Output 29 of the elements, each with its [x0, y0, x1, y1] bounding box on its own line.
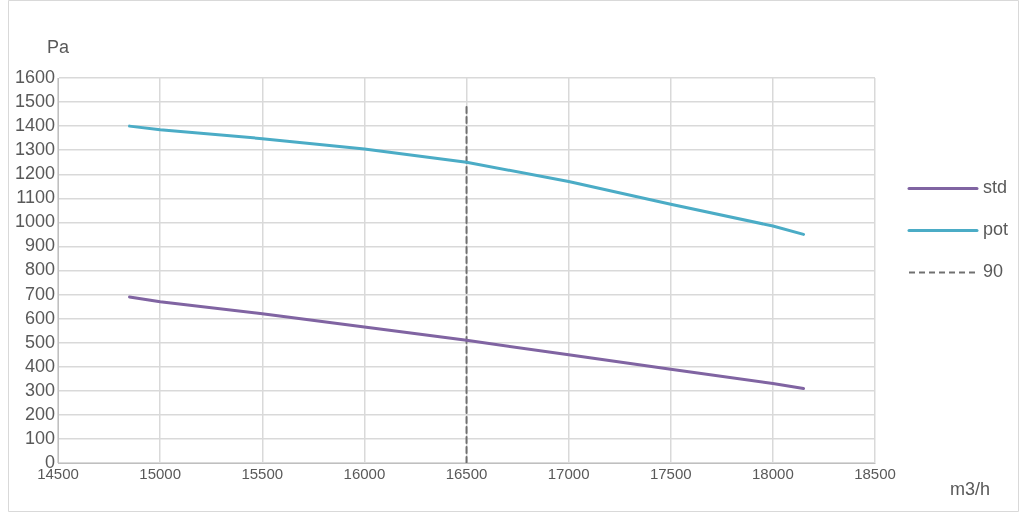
y-tick-label: 800 — [25, 259, 56, 280]
legend-label: 90 — [983, 261, 1004, 282]
x-tick-label: 16000 — [343, 465, 386, 483]
y-tick-label: 1000 — [15, 211, 56, 232]
y-tick-label: 600 — [25, 307, 56, 328]
y-tick-label: 900 — [25, 235, 56, 256]
x-tick-label: 17500 — [649, 465, 692, 483]
y-tick-label: 1500 — [15, 91, 56, 112]
y-tick-label: 1300 — [15, 139, 56, 160]
x-tick-label: 18000 — [752, 465, 794, 483]
y-tick-label: 500 — [25, 331, 56, 352]
x-tick-label: 15500 — [241, 465, 284, 483]
y-tick-label: 1100 — [16, 187, 56, 208]
y-tick-label: 1400 — [15, 115, 56, 136]
legend-label: std — [983, 177, 1008, 198]
y-tick-label: 1200 — [15, 163, 56, 184]
x-tick-label: 16500 — [445, 465, 488, 483]
y-tick-label: 700 — [25, 283, 56, 304]
y-tick-label: 300 — [25, 379, 56, 400]
y-tick-label: 400 — [25, 355, 56, 376]
x-tick-label: 18500 — [854, 465, 896, 483]
y-tick-label: 200 — [25, 403, 56, 424]
y-tick-label: 100 — [25, 427, 56, 448]
y-tick-label: 1600 — [15, 66, 56, 87]
x-tick-label: 15000 — [139, 465, 182, 483]
legend-label: pot — [983, 219, 1009, 240]
y-axis-title: Pa — [47, 36, 71, 57]
x-axis-title: m3/h — [950, 478, 991, 499]
x-tick-label: 17000 — [547, 465, 590, 483]
